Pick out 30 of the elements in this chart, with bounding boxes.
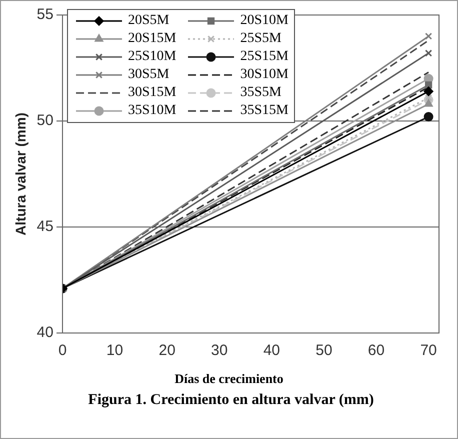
legend-label: 20S5M	[128, 12, 170, 30]
legend-label: 25S10M	[128, 48, 176, 66]
legend-label: 30S10M	[240, 66, 288, 84]
y-tick-label: 55	[36, 6, 54, 24]
legend-label: 35S5M	[240, 84, 282, 102]
x-tick-label: 40	[263, 342, 280, 360]
x-axis-title: Días de crecimiento	[174, 371, 284, 387]
legend-label: 35S10M	[128, 102, 176, 120]
legend-label: 30S5M	[128, 66, 170, 84]
legend-label: 35S15M	[240, 102, 288, 120]
x-tick-label: 70	[420, 342, 437, 360]
y-tick-label: 50	[36, 112, 54, 130]
legend-label: 20S15M	[128, 30, 176, 48]
point	[424, 50, 432, 57]
x-tick-label: 0	[58, 342, 67, 360]
legend-label: 30S15M	[128, 84, 176, 102]
point	[424, 112, 434, 122]
point	[424, 32, 432, 40]
x-tick-label: 10	[106, 342, 124, 360]
legend-label: 25S5M	[240, 30, 282, 48]
legend-label: 25S15M	[240, 48, 288, 66]
y-tick-label: 45	[36, 218, 54, 236]
x-tick-label: 50	[316, 342, 332, 360]
x-tick-label: 20	[158, 342, 176, 360]
x-tick-label: 30	[211, 342, 228, 360]
x-tick-label: 60	[368, 342, 385, 360]
y-axis-title: Altura valvar (mm)	[12, 112, 28, 236]
y-tick-label: 40	[36, 324, 54, 342]
legend-label: 20S10M	[240, 12, 288, 30]
text: Figura 1. Crecimiento en altura valvar (mm)	[87, 391, 375, 410]
